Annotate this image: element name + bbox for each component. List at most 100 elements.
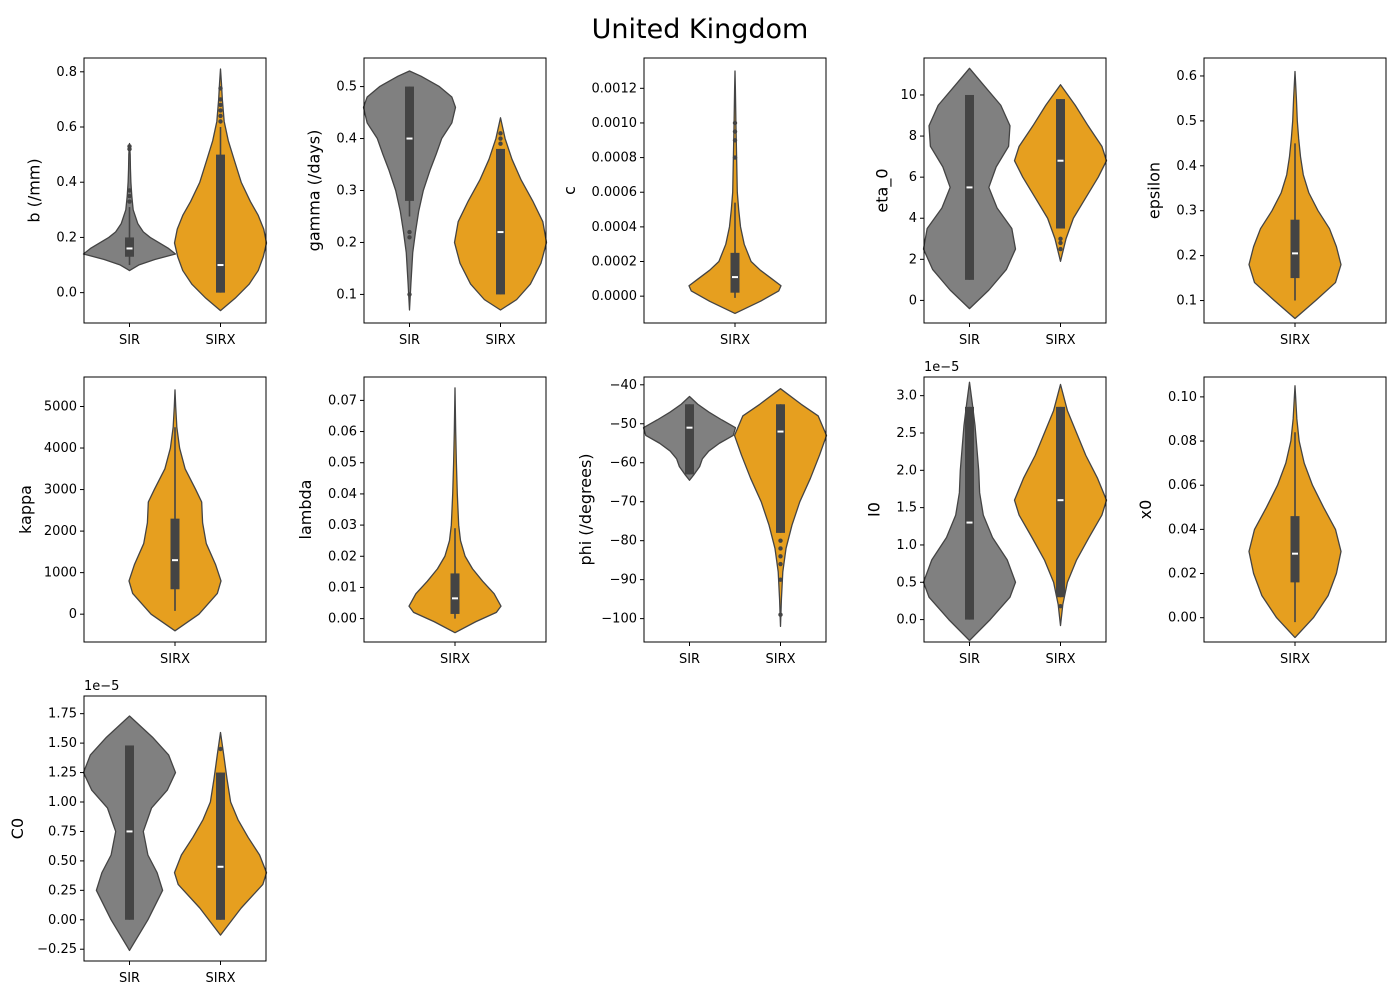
y-offset-text: 1e−5 — [84, 679, 119, 694]
y-tick-label: 2000 — [44, 524, 77, 539]
outlier-point — [1058, 236, 1063, 241]
y-tick-label: 4000 — [44, 441, 77, 456]
outlier-point — [778, 546, 783, 551]
y-axis-label: c — [560, 186, 579, 195]
iqr-box-sirx — [216, 772, 225, 920]
y-tick-label: 0.3 — [1176, 204, 1197, 219]
y-tick-label: 0.0 — [56, 286, 77, 301]
subplot-eta_0: 0 2 4 6 8 10 SIR SIRX eta_0 — [873, 57, 1108, 348]
outlier-point — [218, 113, 223, 119]
x-tick-label: SIR — [959, 333, 980, 348]
outlier-point — [732, 120, 738, 126]
outlier-point — [498, 141, 503, 146]
y-tick-label: 0.05 — [328, 456, 357, 471]
x-tick-label: SIR — [399, 333, 420, 348]
axes-frame — [923, 57, 1107, 324]
subplot-kappa: 0 1000 2000 3000 4000 5000 SIRX kappa — [16, 376, 267, 667]
iqr-box-sirx — [450, 573, 460, 614]
outlier-point — [778, 554, 783, 559]
y-tick-label: 0.02 — [1168, 567, 1197, 582]
iqr-box-sirx — [1056, 99, 1065, 229]
x-tick-label: SIRX — [765, 652, 795, 667]
y-axis-label: epsilon — [1144, 162, 1163, 219]
x-tick-label: SIR — [679, 652, 700, 667]
y-tick-label: 0.6 — [1176, 69, 1197, 84]
y-tick-label: 6 — [909, 170, 917, 185]
outlier-point — [407, 229, 412, 235]
outlier-point — [127, 144, 132, 149]
outlier-point — [218, 97, 223, 102]
x-tick-label: SIRX — [160, 652, 190, 667]
y-tick-label: 0.5 — [336, 80, 357, 95]
outlier-point — [778, 561, 783, 567]
y-tick-label: 0.1 — [1176, 294, 1197, 309]
y-tick-label: 0.8 — [56, 65, 77, 80]
outlier-point — [732, 155, 738, 160]
iqr-box-sirx — [496, 148, 505, 295]
y-axis-label: gamma (/days) — [304, 130, 323, 252]
y-tick-label: 0.02 — [328, 549, 357, 564]
figure-title: United Kingdom — [591, 14, 809, 45]
iqr-box-sir — [125, 745, 134, 920]
iqr-box-sirx — [776, 404, 785, 533]
y-tick-label: 1.25 — [48, 766, 77, 781]
subplot-i0: 0.0 0.5 1.0 1.5 2.0 2.5 3.0 SIR SIRX I0 1e−5 — [864, 360, 1108, 667]
y-axis-label: phi (/degrees) — [576, 453, 595, 565]
y-axis-label: C0 — [8, 818, 27, 839]
y-tick-label: 0.3 — [336, 184, 357, 199]
x-tick-label: SIR — [119, 333, 140, 348]
iqr-box-sirx — [1056, 406, 1065, 598]
y-tick-label: 0 — [69, 607, 77, 622]
y-tick-label: 0.0000 — [592, 289, 638, 304]
outlier-point — [218, 86, 223, 91]
y-tick-label: −90 — [610, 573, 637, 588]
iqr-box-sirx — [216, 154, 225, 293]
outlier-point — [778, 577, 783, 582]
subplot-lambda: 0.00 0.01 0.02 0.03 0.04 0.05 0.06 0.07 SIRX lamb… — [296, 376, 547, 667]
outlier-point — [127, 199, 132, 204]
violin-sirx — [408, 387, 502, 634]
y-tick-label: 2 — [909, 252, 917, 267]
outlier-point — [732, 138, 738, 143]
y-tick-label: 0.07 — [328, 393, 357, 408]
y-offset-text: 1e−5 — [924, 360, 959, 375]
iqr-box-sir — [685, 404, 694, 475]
iqr-box-sir — [405, 86, 414, 201]
violin-sirx — [688, 70, 782, 315]
y-tick-label: 2.5 — [896, 426, 917, 441]
y-axis-label: kappa — [16, 485, 35, 534]
y-tick-label: 0.4 — [56, 175, 77, 190]
outlier-point — [218, 102, 223, 108]
x-tick-label: SIRX — [440, 652, 470, 667]
y-tick-label: 0.0004 — [592, 220, 638, 235]
y-tick-label: 0.08 — [1168, 434, 1197, 449]
y-tick-label: 0.0 — [896, 613, 917, 628]
outlier-point — [498, 131, 503, 136]
iqr-box-sirx — [730, 252, 740, 293]
outlier-point — [1058, 603, 1063, 609]
x-tick-label: SIR — [959, 652, 980, 667]
x-tick-label: SIR — [119, 971, 140, 986]
y-tick-label: 5000 — [44, 399, 77, 414]
y-tick-label: 0.04 — [1168, 522, 1197, 537]
y-tick-label: 0.10 — [1168, 390, 1197, 405]
outlier-point — [407, 235, 412, 240]
y-tick-label: 0.1 — [336, 287, 357, 302]
y-tick-label: 0.2 — [1176, 249, 1197, 264]
x-tick-label: SIRX — [1280, 333, 1310, 348]
y-tick-label: 1.5 — [896, 501, 917, 516]
y-axis-label: x0 — [1136, 500, 1155, 520]
y-tick-label: 0.2 — [336, 235, 357, 250]
outlier-point — [218, 108, 223, 113]
y-axis-label: I0 — [864, 502, 883, 517]
x-tick-label: SIRX — [1280, 652, 1310, 667]
axes-frame — [923, 376, 1107, 643]
y-tick-label: 0.06 — [328, 425, 357, 440]
y-tick-label: 3000 — [44, 483, 77, 498]
y-tick-label: 0.0006 — [592, 185, 638, 200]
y-tick-label: 0.75 — [48, 824, 77, 839]
y-tick-label: 10 — [900, 88, 917, 103]
y-tick-label: 0.4 — [336, 132, 357, 147]
y-axis-label: lambda — [296, 480, 315, 540]
iqr-box-sirx — [1290, 219, 1300, 279]
